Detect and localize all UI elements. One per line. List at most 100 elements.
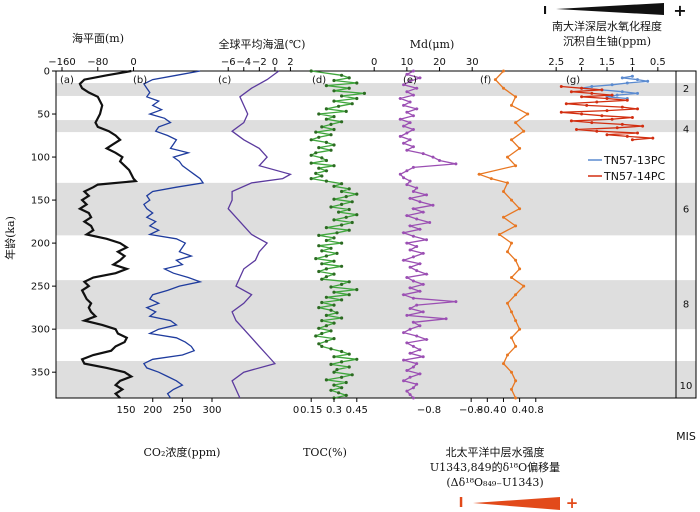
series-f-point bbox=[518, 207, 522, 211]
series-e-point bbox=[418, 200, 422, 204]
series-d-point bbox=[309, 177, 313, 181]
series-e-point bbox=[411, 165, 415, 169]
secondary-tick-label-e: −0.8 bbox=[417, 405, 441, 416]
series-d-point bbox=[337, 210, 341, 214]
npiw-wedge bbox=[473, 497, 560, 510]
series-tn57-14pc-point bbox=[580, 86, 584, 90]
series-e-point bbox=[421, 152, 425, 156]
series-f-point bbox=[526, 112, 530, 116]
series-e-point bbox=[415, 303, 419, 307]
oxygen-minus-sign: I bbox=[543, 4, 547, 17]
series-d-point bbox=[314, 257, 318, 261]
tick-label-e: 10 bbox=[400, 57, 413, 68]
series-d-point bbox=[329, 347, 333, 351]
sea-level-axis-label: 海平面(m) bbox=[72, 31, 124, 45]
glacial-band-3 bbox=[56, 182, 696, 236]
series-d-point bbox=[350, 200, 354, 204]
series-e-point bbox=[405, 131, 409, 135]
series-d-point bbox=[340, 202, 344, 206]
series-d-point bbox=[332, 164, 336, 168]
tick-label-e: 0 bbox=[371, 57, 377, 68]
series-e-point bbox=[408, 224, 412, 228]
tick-label-g: 2.5 bbox=[548, 57, 564, 68]
series-e-point bbox=[415, 362, 419, 366]
series-d-point bbox=[332, 115, 336, 119]
tick-label-g: 1.5 bbox=[599, 57, 615, 68]
tick-label-a: −80 bbox=[87, 57, 108, 68]
mis-number-2: 2 bbox=[683, 84, 689, 95]
series-e-point bbox=[405, 389, 409, 393]
glacial-band-5 bbox=[56, 360, 696, 398]
series-d-point bbox=[335, 311, 339, 315]
series-e-point bbox=[418, 324, 422, 328]
series-d-point bbox=[355, 213, 359, 217]
tick-label-d: 0.15 bbox=[300, 405, 322, 416]
mis-label: MIS bbox=[676, 430, 696, 443]
series-e-point bbox=[405, 369, 409, 372]
series-d-point bbox=[324, 107, 328, 111]
series-e-point bbox=[408, 307, 412, 310]
series-d-point bbox=[340, 223, 344, 227]
series-e-point bbox=[411, 396, 415, 400]
panel-a: −160 −80 0 150 (a) bbox=[48, 57, 139, 416]
series-e-point bbox=[405, 169, 409, 173]
series-d-point bbox=[347, 228, 351, 232]
tick-label-a: −160 bbox=[48, 57, 75, 68]
series-d-point bbox=[329, 285, 333, 289]
tick-label-f: 0.8 bbox=[528, 405, 544, 416]
series-d-point bbox=[340, 349, 344, 354]
series-tn57-14pc-point bbox=[610, 117, 614, 121]
series-d-point bbox=[340, 73, 344, 77]
series-d-point bbox=[340, 316, 344, 320]
tick-label-d: 0.3 bbox=[326, 405, 342, 416]
series-d-point bbox=[340, 386, 344, 390]
series-d-point bbox=[317, 269, 321, 274]
tick-label-g: 1 bbox=[629, 57, 635, 68]
age-tick-label-150: 150 bbox=[31, 196, 50, 207]
series-d-point bbox=[309, 161, 313, 165]
series-d-point bbox=[337, 104, 341, 108]
age-axis-label: 年龄(ka) bbox=[3, 216, 17, 260]
series-d-point bbox=[314, 334, 318, 338]
series-e-point bbox=[398, 134, 402, 138]
series-e-point bbox=[408, 351, 412, 355]
series-d-point bbox=[344, 195, 348, 199]
series-d-point bbox=[340, 120, 344, 124]
tick-label-e: 30 bbox=[466, 57, 479, 68]
series-f-point bbox=[514, 319, 518, 323]
series-tn57-14pc-point bbox=[651, 136, 655, 140]
oxygen-title: 南大洋深层水氧化程度 bbox=[552, 19, 662, 33]
series-d-point bbox=[324, 254, 328, 258]
series-d-point bbox=[332, 321, 336, 325]
series-f-point bbox=[502, 362, 505, 366]
series-d-point bbox=[324, 158, 328, 163]
series-d-point bbox=[324, 117, 328, 121]
panel-c: −6 −4 −2 0 20(c) bbox=[218, 57, 299, 416]
series-f-point bbox=[514, 164, 518, 168]
series-d-point bbox=[320, 277, 324, 281]
series-d-point bbox=[355, 81, 359, 85]
oxygen-wedge bbox=[556, 3, 664, 15]
series-d-point bbox=[320, 331, 324, 336]
series-f-point bbox=[510, 103, 513, 107]
series-tn57-14pc-point bbox=[580, 112, 584, 116]
series-tn57-13pc-point bbox=[630, 74, 634, 78]
series-e-point bbox=[402, 103, 406, 107]
age-tick-label-200: 200 bbox=[31, 239, 50, 250]
series-e-point bbox=[421, 282, 425, 286]
tick-label-b: 250 bbox=[173, 405, 192, 416]
series-d-point bbox=[332, 218, 336, 222]
series-d-point bbox=[355, 96, 359, 101]
series-f-point bbox=[510, 198, 513, 202]
series-d-point bbox=[324, 169, 328, 173]
series-e-point bbox=[402, 176, 406, 180]
series-d-point bbox=[314, 151, 318, 155]
tick-label-f: −0.4 bbox=[475, 405, 499, 416]
series-e-point bbox=[418, 348, 422, 352]
series-d-point bbox=[324, 238, 328, 243]
series-tn57-14pc-point bbox=[559, 110, 563, 114]
series-d-point bbox=[324, 275, 328, 279]
series-f-point bbox=[502, 69, 505, 73]
series-e-point bbox=[411, 386, 415, 390]
tick-label-c: 2 bbox=[287, 57, 293, 68]
